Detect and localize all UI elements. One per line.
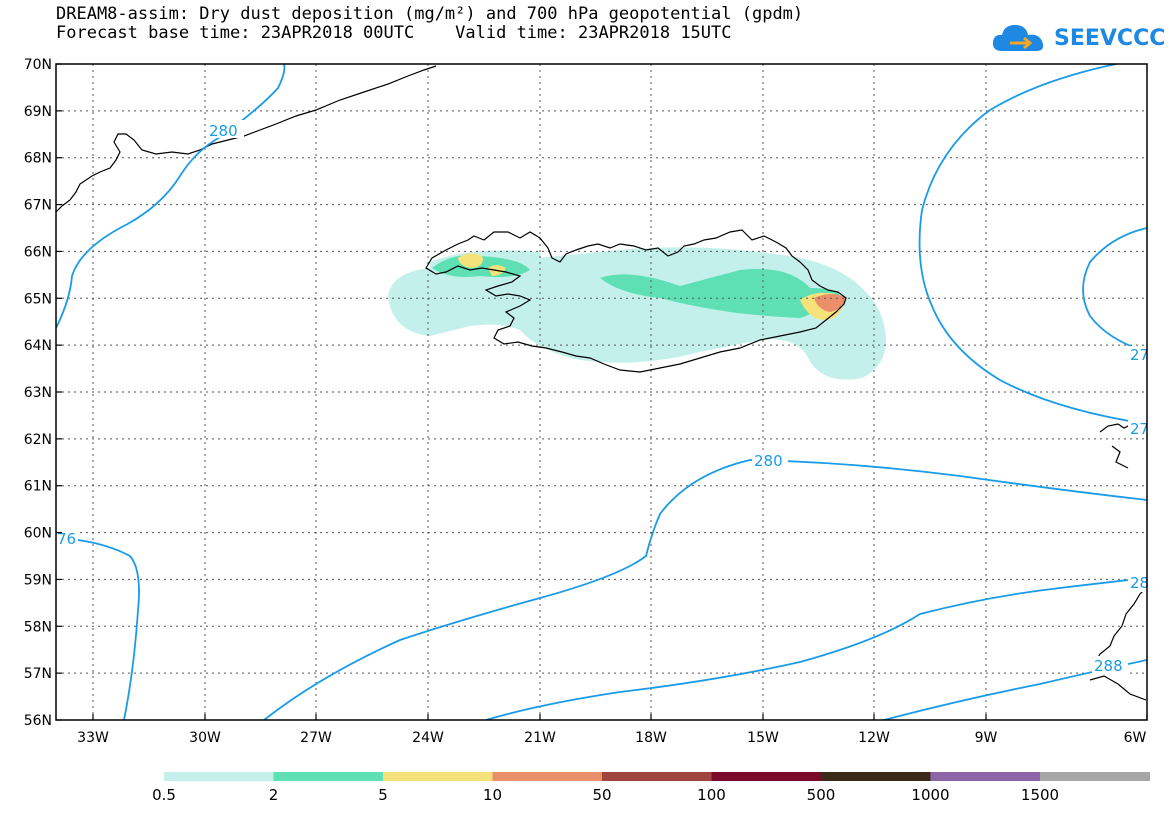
lon-label: 15W [747,730,779,746]
legend-label: 50 [592,786,611,804]
contour-label-280-south: 280 [754,452,783,470]
legend-label: 5 [378,786,388,804]
legend-swatch [273,772,384,781]
contour-north-east-ridge [918,64,1147,425]
lat-label: 64N [24,338,52,354]
legend-swatch [930,772,1041,781]
legend-swatch [602,772,712,781]
graticule [56,64,1147,720]
lat-label: 58N [24,619,52,635]
geopotential-contours [56,64,1147,720]
contour-label-28: 28 [1130,574,1149,592]
cloud-logo-icon [992,25,1044,51]
map-subtitle: Forecast base time: 23APR2018 00UTC Vali… [56,23,732,43]
scotland-coast [1089,587,1147,701]
legend-label: 1500 [1021,786,1059,804]
lon-label: 27W [300,730,332,746]
legend-label: 1000 [911,786,949,804]
dust-area-medium-central [600,268,816,318]
lon-label: 9W [975,730,998,746]
map-title: DREAM8-assim: Dry dust deposition (mg/m²… [56,4,804,24]
contour-west-trough [56,537,140,720]
lat-label: 61N [24,479,52,495]
seevccc-logo: SEEVCCC [990,20,1165,56]
lat-label: 67N [24,198,52,214]
legend-swatch [821,772,931,781]
contour-label-27-a: 27 [1130,346,1149,364]
legend-swatch [711,772,822,781]
contour-label-288: 288 [1094,657,1123,675]
contour-288-bottom [485,577,1147,720]
lon-label: 6W [1124,730,1147,746]
lon-label: 24W [412,730,444,746]
map-axes: 70N 69N 68N 67N 66N 65N 64N 63N 62N 61N 60N 59N 58N 5… [24,57,1148,746]
lon-label: 12W [858,730,890,746]
contour-labels: 280 280 76 27 27 28 288 [56,120,1149,675]
contour-label-27-b: 27 [1130,420,1149,438]
lat-label: 65N [24,291,52,307]
legend-colorbar: 0.5 2 5 10 50 100 500 1000 1500 [152,772,1150,804]
iceland-coast [425,229,847,373]
lat-label: 59N [24,572,52,588]
legend-label: 100 [697,786,726,804]
lat-label: 63N [24,385,52,401]
contour-label-76: 76 [57,530,76,548]
contour-280-north [56,64,286,329]
legend-swatch [383,772,493,781]
lat-label: 70N [24,57,52,73]
greenland-coast [56,65,437,213]
lat-label: 69N [24,104,52,120]
contour-east-low [1082,227,1147,353]
lon-label: 30W [189,730,221,746]
lat-label: 66N [24,244,52,260]
lat-label: 60N [24,526,52,542]
dust-field [388,247,886,380]
lat-label: 57N [24,666,52,682]
legend-swatch [164,772,274,781]
dust-area-yellow-nw [458,253,483,268]
legend-label: 10 [483,786,502,804]
lon-label: 33W [77,730,109,746]
lon-label: 21W [524,730,556,746]
lat-label: 68N [24,151,52,167]
legend-swatch [492,772,603,781]
lat-label: 56N [24,713,52,729]
legend-label: 0.5 [152,786,176,804]
legend-swatch [1040,772,1150,781]
coastlines [56,65,1147,701]
lon-label: 18W [635,730,667,746]
contour-label-280-north: 280 [209,122,238,140]
logo-text: SEEVCCC [1054,25,1166,51]
legend-label: 2 [269,786,279,804]
contour-280-south [263,459,1147,720]
legend-label: 500 [807,786,836,804]
lat-label: 62N [24,432,52,448]
